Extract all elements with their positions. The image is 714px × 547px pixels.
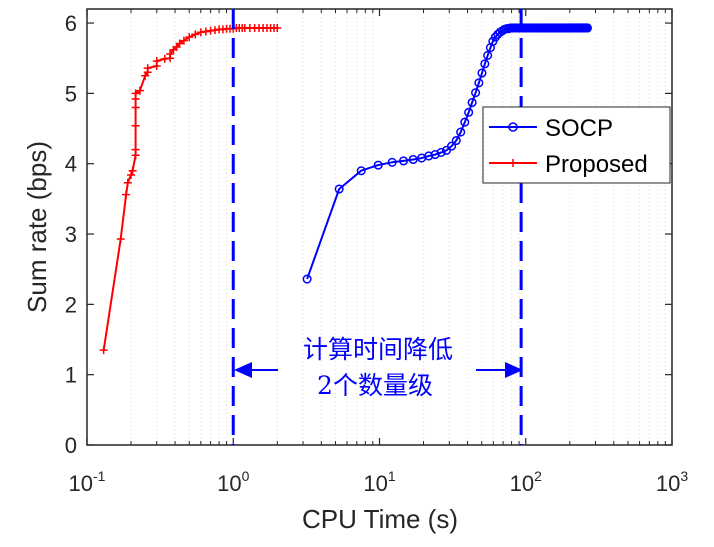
y-tick-label: 4 bbox=[65, 152, 77, 177]
legend-marker-proposed bbox=[509, 159, 517, 167]
legend-label-proposed: Proposed bbox=[545, 151, 648, 178]
data-point-socp bbox=[456, 127, 466, 137]
data-point-socp bbox=[334, 184, 344, 194]
data-point-socp bbox=[387, 157, 397, 167]
data-point-proposed bbox=[135, 86, 144, 95]
y-tick-label: 6 bbox=[65, 11, 77, 36]
data-point-proposed bbox=[128, 166, 137, 175]
x-tick-label: 101 bbox=[363, 468, 395, 496]
data-point-socp bbox=[356, 166, 366, 176]
y-tick-label: 5 bbox=[65, 81, 77, 106]
data-point-proposed bbox=[127, 170, 136, 179]
data-point-socp bbox=[447, 141, 457, 151]
data-point-socp bbox=[373, 160, 383, 170]
y-axis-label: Sum rate (bps) bbox=[22, 141, 52, 313]
data-point-socp bbox=[424, 151, 434, 161]
legend: SOCP Proposed bbox=[482, 106, 671, 184]
data-point-proposed bbox=[166, 50, 175, 59]
data-point-proposed bbox=[116, 234, 125, 243]
x-tick-label: 100 bbox=[217, 468, 249, 496]
data-point-proposed bbox=[191, 30, 200, 39]
data-series bbox=[99, 23, 592, 355]
data-point-proposed bbox=[123, 178, 132, 187]
data-point-proposed bbox=[273, 23, 282, 32]
data-point-proposed bbox=[131, 89, 140, 98]
data-point-proposed bbox=[122, 190, 131, 199]
data-point-socp bbox=[490, 32, 500, 42]
y-tick-label: 1 bbox=[65, 363, 77, 388]
data-point-socp bbox=[471, 88, 481, 98]
data-point-socp bbox=[436, 147, 446, 158]
data-point-proposed bbox=[99, 346, 108, 355]
data-point-proposed bbox=[185, 33, 194, 42]
data-point-proposed bbox=[131, 145, 140, 154]
data-point-socp bbox=[430, 150, 440, 160]
data-point-socp bbox=[398, 156, 409, 166]
data-point-socp bbox=[460, 117, 470, 127]
data-point-socp bbox=[582, 23, 592, 33]
y-tick-label: 3 bbox=[65, 222, 77, 247]
data-point-proposed bbox=[143, 64, 152, 73]
data-point-socp bbox=[464, 107, 474, 117]
legend-label-socp: SOCP bbox=[545, 115, 613, 142]
data-point-proposed bbox=[175, 39, 184, 48]
annotation: 计算时间降低 2个数量级 bbox=[234, 335, 523, 400]
data-point-socp bbox=[467, 97, 477, 108]
data-point-proposed bbox=[152, 57, 161, 66]
data-point-proposed bbox=[131, 103, 140, 112]
data-point-socp bbox=[302, 274, 312, 284]
legend-box bbox=[482, 106, 671, 184]
x-axis-label: CPU Time (s) bbox=[302, 504, 458, 534]
x-tick-label: 10-1 bbox=[69, 468, 106, 496]
reference-lines bbox=[231, 9, 523, 445]
data-point-socp bbox=[477, 68, 487, 78]
data-point-socp bbox=[483, 50, 493, 60]
x-tick-label: 103 bbox=[656, 468, 688, 496]
y-tick-label: 2 bbox=[65, 292, 77, 317]
data-point-socp bbox=[408, 154, 418, 165]
annotation-arrow-left-head bbox=[234, 362, 252, 378]
x-tick-label: 102 bbox=[510, 468, 542, 496]
data-point-socp bbox=[474, 78, 484, 88]
legend-marker-socp bbox=[508, 122, 518, 132]
y-tick-label: 0 bbox=[65, 433, 77, 458]
annotation-line-2: 2个数量级 bbox=[317, 371, 433, 400]
data-point-socp bbox=[451, 135, 461, 146]
data-point-proposed bbox=[179, 36, 188, 45]
data-point-proposed bbox=[131, 121, 140, 130]
data-point-socp bbox=[480, 59, 490, 69]
annotation-arrow-right-head bbox=[505, 362, 523, 378]
grid-lines bbox=[130, 9, 666, 445]
annotation-line-1: 计算时间降低 bbox=[303, 335, 453, 364]
